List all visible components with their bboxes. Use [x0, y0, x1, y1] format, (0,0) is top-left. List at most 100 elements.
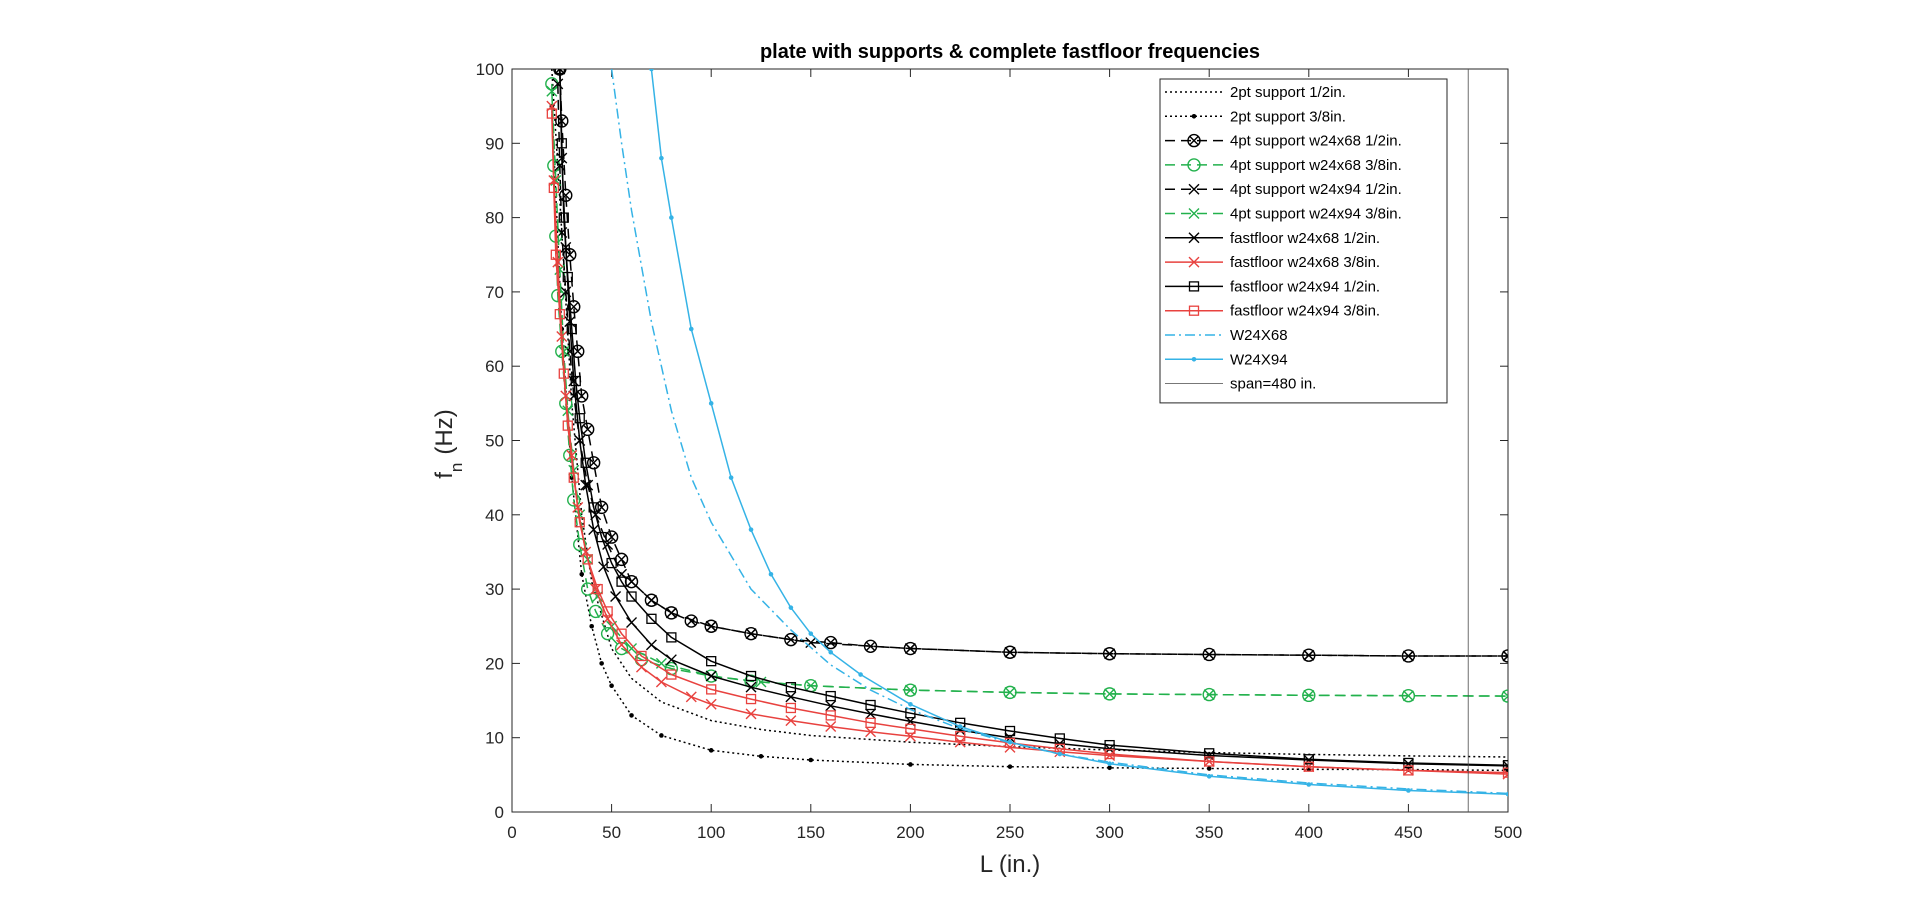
data-point: [865, 726, 877, 738]
data-point: [1004, 686, 1016, 698]
data-point: [626, 617, 638, 629]
legend-entry: W24X68: [1165, 327, 1288, 344]
y-tick-label: 100: [476, 60, 504, 79]
data-point: [768, 571, 774, 577]
data-point: [1303, 761, 1314, 772]
y-tick-label: 30: [485, 580, 504, 599]
legend-label: 4pt support w24x68 1/2in.: [1230, 133, 1402, 150]
data-point: [645, 639, 657, 651]
data-point: [616, 639, 628, 651]
data-point: [567, 300, 581, 314]
data-point: [1502, 767, 1508, 778]
data-point: [616, 576, 627, 587]
data-point: [706, 684, 717, 695]
legend-entry: fastfloor w24x94 1/2in.: [1165, 278, 1380, 295]
data-point: [664, 606, 679, 620]
data-point: [574, 413, 585, 424]
data-point: [748, 527, 754, 532]
legend-label: W24X68: [1230, 327, 1288, 344]
data-point: [745, 708, 757, 720]
legend: 2pt support 1/2in. 2pt support 3/8in. 4pt …: [1159, 78, 1448, 404]
data-point: [905, 723, 916, 734]
x-tick-label: 500: [1494, 823, 1522, 842]
x-tick-label: 400: [1295, 823, 1323, 842]
data-point: [568, 375, 580, 387]
data-point: [1203, 648, 1215, 660]
data-point: [785, 682, 797, 693]
data-point-x: [865, 641, 876, 652]
data-point: [665, 654, 677, 666]
data-point: [649, 69, 654, 72]
x-tick-label: 150: [797, 823, 825, 842]
data-point: [563, 448, 577, 463]
data-point: [563, 248, 577, 262]
data-point-x: [616, 554, 627, 565]
data-point: [1054, 733, 1065, 744]
x-tick-label: 100: [697, 823, 725, 842]
data-point: [592, 583, 603, 595]
data-point: [705, 698, 717, 710]
data-point: [908, 762, 913, 767]
data-point: [644, 593, 659, 607]
data-point: [566, 323, 577, 335]
data-point-x: [606, 532, 617, 542]
data-point: [904, 643, 916, 655]
data-point: [594, 500, 609, 515]
legend-label: fastfloor w24x68 1/2in.: [1230, 230, 1380, 247]
data-point: [666, 632, 677, 643]
data-point: [570, 375, 581, 387]
data-point: [1204, 756, 1215, 767]
data-point: [825, 690, 836, 702]
data-point: [609, 683, 614, 688]
data-point: [745, 628, 757, 640]
data-point: [568, 472, 579, 483]
x-axis-title: L (in.): [980, 851, 1040, 878]
data-point: [1004, 725, 1016, 737]
data-point: [629, 713, 634, 718]
data-point: [606, 557, 617, 569]
data-point: [858, 672, 863, 677]
data-point: [1057, 751, 1063, 757]
legend-entry: W24X94: [1165, 351, 1288, 368]
data-point: [1107, 761, 1112, 767]
data-point: [655, 676, 667, 688]
data-point: [626, 576, 638, 588]
x-tick-label: 450: [1394, 823, 1422, 842]
data-point: [596, 531, 607, 543]
data-point: [1303, 754, 1314, 765]
data-point: [1007, 764, 1013, 769]
data-point: [669, 215, 674, 220]
data-point: [626, 591, 637, 602]
series-line: [557, 83, 1508, 657]
data-point: [569, 475, 575, 480]
data-point: [708, 401, 714, 406]
data-point: [558, 212, 569, 223]
data-point-x: [588, 458, 599, 468]
data-point: [788, 605, 794, 610]
data-point: [1502, 650, 1508, 662]
series-line: [551, 106, 1508, 775]
data-point: [562, 271, 573, 283]
data-point: [1206, 774, 1212, 779]
data-point-x: [1189, 135, 1199, 146]
y-tick-label: 20: [485, 654, 504, 673]
data-point: [1505, 791, 1508, 797]
data-point: [704, 619, 718, 633]
data-point: [784, 632, 798, 647]
data-point: [865, 708, 877, 720]
data-point: [1306, 782, 1312, 787]
legend-label: fastfloor w24x94 1/2in.: [1230, 278, 1380, 295]
data-point: [666, 669, 677, 680]
data-point: [1104, 648, 1116, 660]
data-point: [1403, 757, 1414, 769]
data-point: [548, 182, 559, 194]
data-point: [705, 670, 717, 682]
data-point: [688, 326, 694, 332]
y-tick-label: 0: [495, 803, 504, 822]
x-tick-label: 0: [507, 823, 516, 842]
data-point: [600, 626, 615, 641]
data-point: [1188, 281, 1200, 292]
data-point: [954, 736, 966, 748]
data-point: [805, 637, 817, 649]
